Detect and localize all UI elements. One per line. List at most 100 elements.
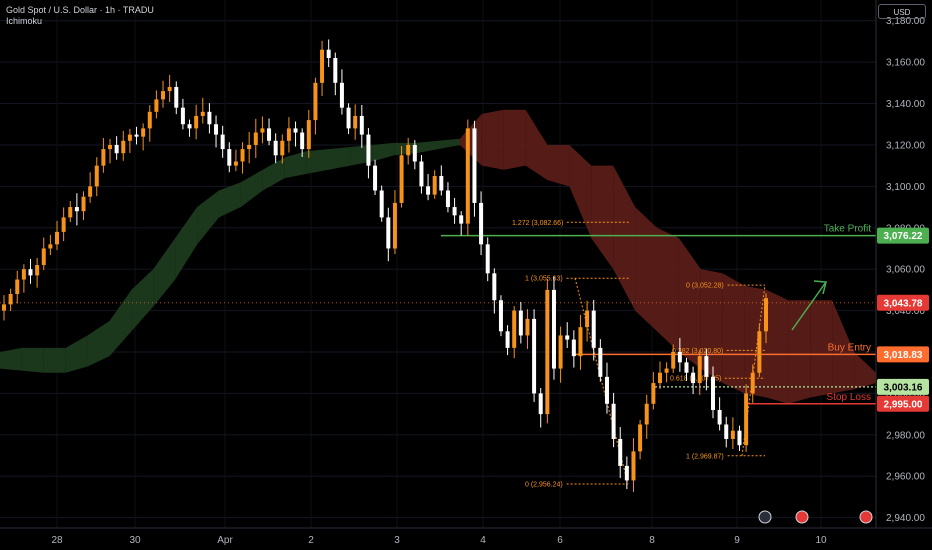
candle-body	[28, 269, 33, 276]
candle-body	[445, 190, 450, 208]
y-tick-label: 3,040.00	[886, 306, 925, 317]
candle-body	[161, 91, 166, 100]
cloud-segment	[788, 300, 811, 404]
currency-button[interactable]: USD	[878, 4, 926, 19]
candle-body	[379, 190, 384, 218]
candle-body	[465, 128, 470, 224]
cloud-segment	[219, 182, 241, 218]
candle-body	[730, 430, 735, 439]
candle-body	[432, 176, 437, 195]
candle-body	[697, 356, 702, 384]
candle-body	[412, 144, 417, 162]
candle-body	[538, 393, 543, 415]
candle-body	[359, 115, 364, 135]
candle-body	[94, 165, 99, 187]
x-tick-label: 28	[51, 535, 63, 546]
candle-body	[55, 231, 60, 245]
take-profit-label: Take Profit	[824, 224, 871, 235]
candle-body	[571, 339, 576, 357]
arrow-shaft	[791, 281, 827, 331]
cloud-segment	[481, 109, 504, 170]
candle-body	[710, 376, 715, 410]
candle-body	[624, 465, 629, 481]
cloud-segment	[131, 269, 154, 332]
x-tick-label: 2	[308, 535, 314, 546]
x-tick-label: 3	[394, 535, 400, 546]
candle-body	[545, 289, 550, 415]
price-tag-text: 3,018.83	[884, 350, 923, 361]
fib-label: 0 (2,956.24)	[525, 482, 563, 489]
candle-body	[207, 111, 212, 125]
candle-body	[81, 196, 86, 212]
candle-body	[764, 298, 768, 332]
x-tick-label: 6	[557, 535, 563, 546]
cloud-segment	[525, 109, 548, 181]
price-tag-text: 3,003.16	[884, 382, 923, 393]
candle-body	[737, 430, 742, 446]
indicator-label[interactable]: Ichimoku	[6, 16, 43, 26]
y-tick-label: 3,160.00	[886, 58, 925, 69]
y-tick-label: 2,960.00	[886, 472, 925, 483]
chart-header: Gold Spot / U.S. Dollar · 1h · TRADU Ich…	[6, 5, 154, 27]
candle-body	[35, 265, 40, 276]
candle-body	[684, 362, 689, 373]
cloud-segment	[328, 147, 351, 170]
candle-body	[114, 144, 119, 154]
cloud-segment	[657, 227, 679, 352]
x-tick-label: 30	[129, 535, 141, 546]
x-tick-label: 10	[815, 535, 827, 546]
grid	[0, 0, 876, 528]
cloud-segment	[262, 157, 285, 191]
projection-arrow	[791, 280, 827, 331]
cloud-segment	[43, 347, 66, 373]
event-icons[interactable]	[758, 510, 873, 524]
candle-body	[108, 144, 113, 150]
cloud-segment	[832, 300, 855, 394]
arrow-head	[813, 280, 827, 295]
candle-body	[233, 161, 238, 166]
time-axis[interactable]: 28 30 Apr 2 3 4 6 8 9 10	[51, 535, 827, 546]
cloud-segment	[65, 335, 88, 373]
candle-body	[121, 140, 126, 154]
x-tick-label: 4	[480, 535, 486, 546]
y-tick-label: 3,060.00	[886, 265, 925, 276]
candle-body	[757, 331, 762, 373]
x-tick-label: 9	[734, 535, 740, 546]
y-tick-label: 2,940.00	[886, 513, 925, 524]
candle-body	[479, 202, 484, 245]
candlesticks	[2, 39, 768, 492]
cloud-segment	[591, 165, 614, 270]
candle-body	[671, 352, 676, 369]
candle-body	[677, 352, 682, 363]
candle-body	[333, 57, 338, 83]
y-tick-label: 2,980.00	[886, 430, 925, 441]
candle-body	[717, 409, 722, 425]
fib-label: 0.382 (3,020.80)	[672, 348, 723, 355]
price-tag-current	[877, 294, 929, 311]
candle-body	[200, 111, 205, 116]
candle-body	[68, 207, 73, 218]
x-tick-label: Apr	[217, 535, 233, 546]
candle-body	[651, 383, 656, 404]
candle-body	[306, 120, 311, 150]
y-tick-label: 3,120.00	[886, 140, 925, 151]
candle-body	[591, 310, 596, 348]
buy-entry-label: Buy Entry	[828, 342, 871, 353]
cloud-segment	[372, 142, 395, 162]
candle-body	[657, 372, 662, 384]
candle-body	[240, 149, 245, 162]
candle-body	[631, 451, 636, 481]
candle-body	[346, 107, 351, 129]
candle-body	[498, 300, 503, 332]
candle-body	[326, 49, 331, 58]
candle-body	[512, 310, 517, 348]
candle-body	[551, 289, 556, 369]
symbol-title[interactable]: Gold Spot / U.S. Dollar · 1h · TRADU	[6, 5, 154, 15]
stop-loss-label: Stop Loss	[827, 392, 871, 403]
candle-body	[704, 356, 709, 377]
cloud-segment	[635, 207, 657, 332]
candle-body	[638, 424, 643, 452]
candle-body	[280, 140, 285, 156]
candle-body	[611, 403, 616, 439]
